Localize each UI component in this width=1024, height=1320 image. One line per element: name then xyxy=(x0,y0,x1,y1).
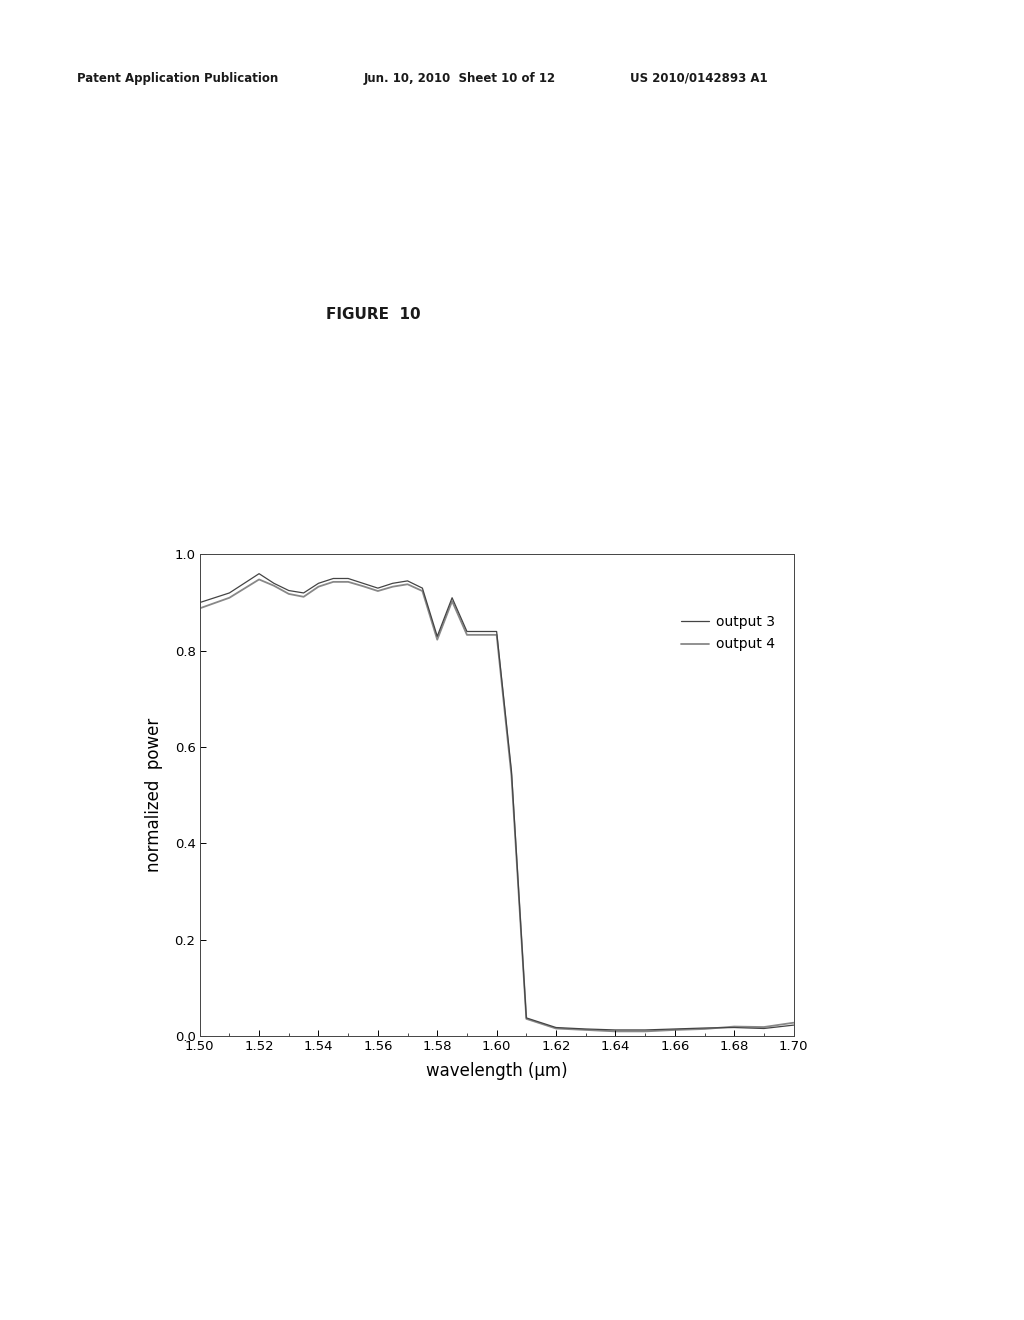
output 4 xyxy=(268,578,281,594)
output 4 xyxy=(253,572,265,587)
output 4 xyxy=(728,1019,740,1035)
output 4 xyxy=(461,627,473,643)
output 4 xyxy=(520,1011,532,1027)
Legend: output 3, output 4: output 3, output 4 xyxy=(676,610,780,657)
output 4 xyxy=(297,589,309,605)
output 4 xyxy=(550,1020,562,1036)
output 3 xyxy=(490,623,503,639)
output 3 xyxy=(476,623,488,639)
output 4 xyxy=(787,1015,800,1031)
Text: Patent Application Publication: Patent Application Publication xyxy=(77,71,279,84)
output 3 xyxy=(342,570,354,586)
output 3 xyxy=(268,576,281,591)
Text: US 2010/0142893 A1: US 2010/0142893 A1 xyxy=(630,71,767,84)
Text: Jun. 10, 2010  Sheet 10 of 12: Jun. 10, 2010 Sheet 10 of 12 xyxy=(364,71,556,84)
output 3 xyxy=(387,576,399,591)
output 3 xyxy=(580,1022,592,1038)
output 4 xyxy=(476,627,488,643)
Y-axis label: normalized  power: normalized power xyxy=(145,718,164,873)
output 3 xyxy=(446,590,459,606)
output 3 xyxy=(194,595,206,611)
output 4 xyxy=(357,578,370,594)
output 3 xyxy=(758,1020,770,1036)
output 3 xyxy=(669,1022,681,1038)
output 4 xyxy=(372,583,384,599)
output 4 xyxy=(312,578,325,594)
output 3 xyxy=(431,628,443,644)
output 3 xyxy=(312,576,325,591)
output 3 xyxy=(550,1019,562,1035)
output 3 xyxy=(417,581,429,597)
output 4 xyxy=(446,593,459,609)
output 3 xyxy=(461,623,473,639)
output 4 xyxy=(194,601,206,616)
output 4 xyxy=(639,1023,651,1039)
output 4 xyxy=(580,1022,592,1038)
output 4 xyxy=(490,627,503,643)
output 4 xyxy=(223,590,236,606)
Text: FIGURE  10: FIGURE 10 xyxy=(327,308,421,322)
output 3 xyxy=(639,1022,651,1038)
X-axis label: wavelength (μm): wavelength (μm) xyxy=(426,1061,567,1080)
output 4 xyxy=(327,574,339,590)
output 3 xyxy=(609,1022,622,1038)
output 3 xyxy=(520,1010,532,1026)
output 3 xyxy=(357,576,370,591)
output 3 xyxy=(728,1019,740,1035)
output 4 xyxy=(342,574,354,590)
output 3 xyxy=(506,763,518,779)
output 4 xyxy=(283,586,295,602)
output 3 xyxy=(297,585,309,601)
output 4 xyxy=(609,1023,622,1039)
output 3 xyxy=(401,573,414,589)
output 4 xyxy=(698,1022,711,1038)
output 3 xyxy=(283,582,295,598)
Line: output 4: output 4 xyxy=(200,579,794,1031)
output 4 xyxy=(431,632,443,648)
output 3 xyxy=(223,585,236,601)
output 3 xyxy=(253,566,265,582)
output 3 xyxy=(372,581,384,597)
output 4 xyxy=(387,578,399,594)
output 4 xyxy=(506,768,518,784)
output 4 xyxy=(758,1019,770,1035)
output 4 xyxy=(417,583,429,599)
output 3 xyxy=(327,570,339,586)
output 4 xyxy=(401,577,414,593)
Line: output 3: output 3 xyxy=(200,574,794,1030)
output 3 xyxy=(787,1018,800,1034)
output 3 xyxy=(698,1020,711,1036)
output 4 xyxy=(669,1022,681,1038)
